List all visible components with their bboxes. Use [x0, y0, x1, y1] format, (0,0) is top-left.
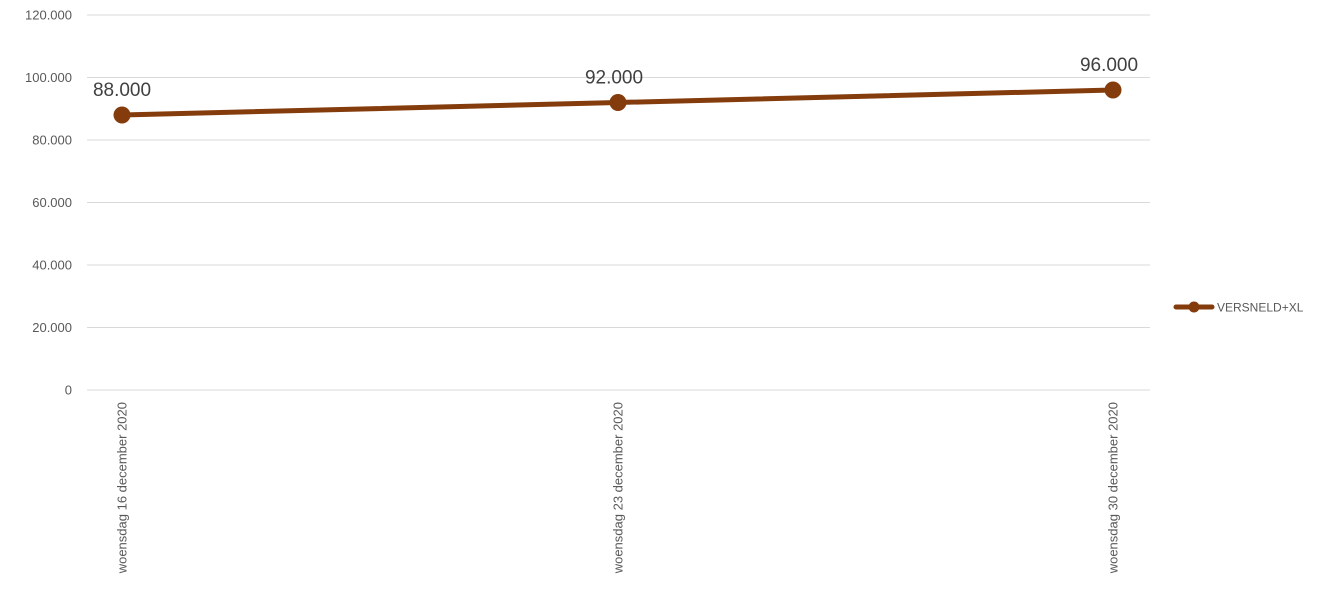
- y-tick-label: 80.000: [32, 133, 72, 148]
- data-label: 96.000: [1080, 55, 1138, 76]
- y-tick-label: 20.000: [32, 320, 72, 335]
- series-layer: [113, 81, 1122, 124]
- y-tick-label: 40.000: [32, 258, 72, 273]
- legend: VERSNELD+XL: [1173, 301, 1304, 315]
- y-axis-tick-labels: 0 20.000 40.000 60.000 80.000 100.000 120.000: [25, 8, 72, 398]
- y-tick-label: 60.000: [32, 195, 72, 210]
- gridlines: [87, 14, 1150, 391]
- x-tick-label: woensdag 23 december 2020: [611, 402, 626, 574]
- legend-label: VERSNELD+XL: [1217, 301, 1304, 315]
- y-tick-label: 0: [65, 383, 72, 398]
- data-labels: 88.000 92.000 96.000: [93, 55, 1138, 101]
- x-tick-label: woensdag 30 december 2020: [1106, 402, 1121, 574]
- data-point: [1104, 81, 1122, 99]
- y-tick-label: 120.000: [25, 8, 72, 23]
- x-axis-tick-labels: woensdag 16 december 2020 woensdag 23 dec…: [115, 402, 1121, 574]
- x-tick-label: woensdag 16 december 2020: [115, 402, 130, 574]
- legend-marker-swatch: [1188, 301, 1200, 313]
- data-point: [609, 94, 627, 111]
- data-point: [113, 106, 131, 124]
- data-label: 92.000: [585, 68, 643, 89]
- data-label: 88.000: [93, 80, 151, 101]
- y-tick-label: 100.000: [25, 70, 72, 85]
